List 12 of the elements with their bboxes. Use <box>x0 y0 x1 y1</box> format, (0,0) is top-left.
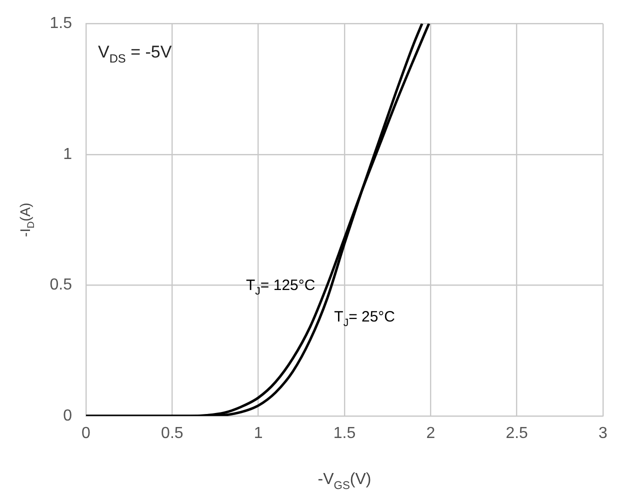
x-tick-label: 1 <box>254 425 263 442</box>
y-tick-label: 0 <box>63 407 72 424</box>
y-tick-label: 1 <box>63 146 72 163</box>
y-axis-title: -ID(A) <box>17 202 38 237</box>
y-tick-label: 1.5 <box>50 15 72 32</box>
x-tick-label: 3 <box>598 425 608 442</box>
x-tick-label: 0 <box>82 425 91 442</box>
y-tick-label: 0.5 <box>50 276 72 294</box>
x-tick-label: 1.5 <box>333 425 356 442</box>
x-tick-label: 2 <box>426 425 436 442</box>
x-tick-label: 0.5 <box>161 425 184 442</box>
x-tick-label: 2.5 <box>506 425 528 442</box>
